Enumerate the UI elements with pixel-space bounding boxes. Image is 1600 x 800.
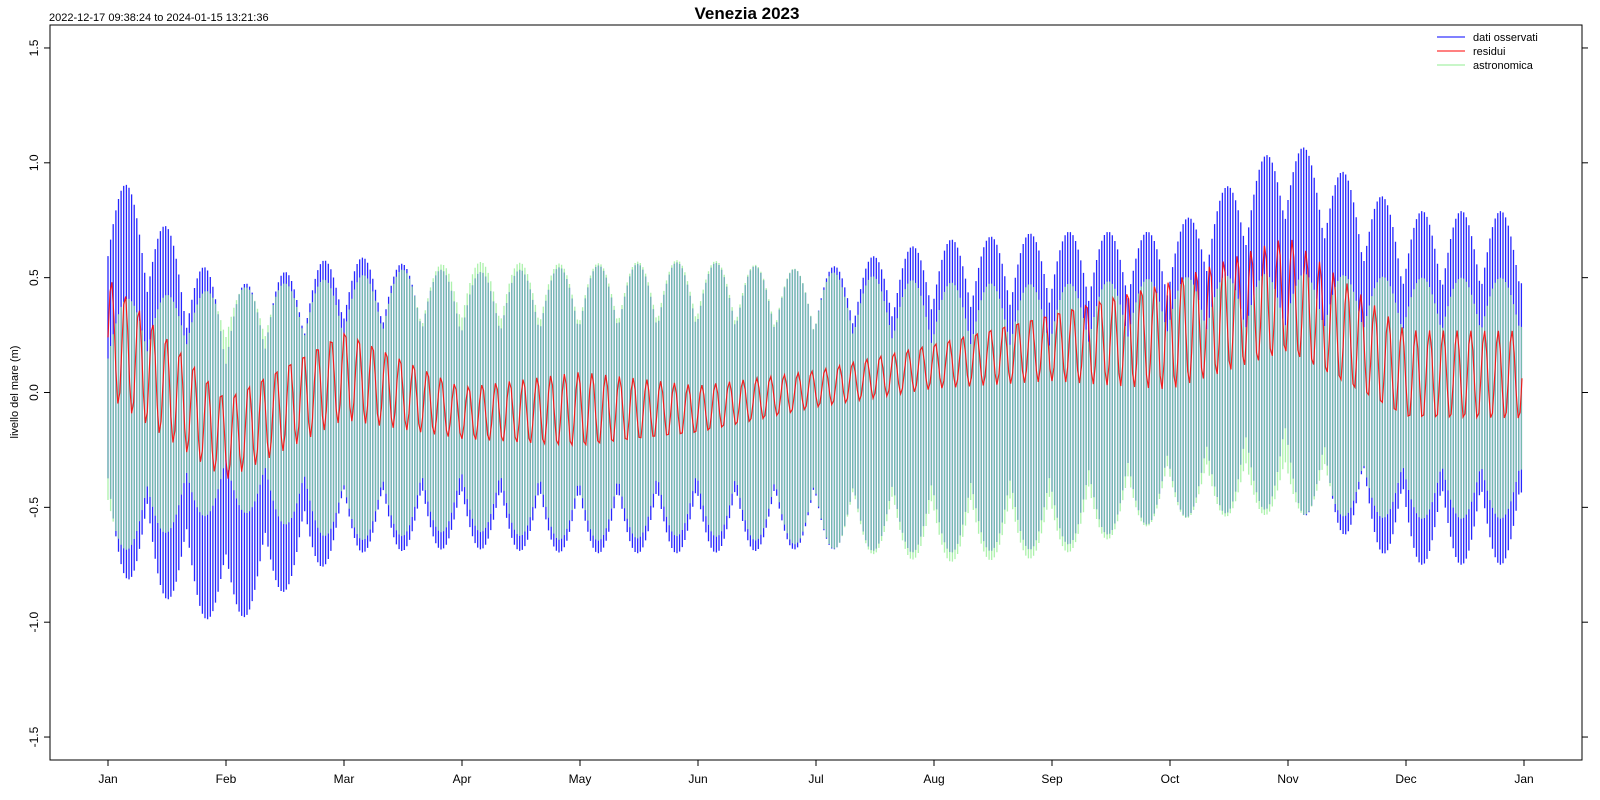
x-tick-label: Feb xyxy=(216,772,237,786)
series-line-residui xyxy=(107,239,1523,479)
y-tick-label: -0.5 xyxy=(27,497,41,518)
x-tick-label: Dec xyxy=(1395,772,1416,786)
y-tick-label: 1.5 xyxy=(27,39,41,56)
x-tick-label: Jul xyxy=(808,772,823,786)
x-axis: Jan Feb Mar Apr May Jun Jul Aug Sep Oct Nov Dec Jan xyxy=(98,760,1534,786)
y-axis-left: 1.5 1.0 0.5 0.0 -0.5 -1.0 -1.5 xyxy=(27,39,50,747)
x-tick-label: Aug xyxy=(923,772,944,786)
y-tick-label: 0.0 xyxy=(27,384,41,401)
legend-label: residui xyxy=(1473,46,1505,58)
y-tick-label: -1.5 xyxy=(27,726,41,747)
x-tick-label: Sep xyxy=(1041,772,1063,786)
y-axis-right xyxy=(1582,47,1588,738)
y-tick-label: -1.0 xyxy=(27,612,41,633)
legend-label: astronomica xyxy=(1473,60,1534,72)
x-tick-label: Jan xyxy=(98,772,117,786)
x-tick-label: May xyxy=(569,772,592,786)
x-tick-label: Jun xyxy=(688,772,707,786)
series-residui xyxy=(107,239,1523,479)
y-tick-label: 1.0 xyxy=(27,154,41,171)
legend: dati osservati residui astronomica xyxy=(1437,32,1538,72)
x-tick-label: Mar xyxy=(334,772,355,786)
x-tick-label: Nov xyxy=(1277,772,1298,786)
chart-subtitle: 2022-12-17 09:38:24 to 2024-01-15 13:21:… xyxy=(49,12,269,24)
chart-title: Venezia 2023 xyxy=(695,4,800,23)
legend-label: dati osservati xyxy=(1473,32,1538,44)
plot-area xyxy=(107,147,1523,620)
y-axis-label: livello del mare (m) xyxy=(9,346,21,439)
x-tick-label: Apr xyxy=(453,772,472,786)
x-tick-label: Jan xyxy=(1514,772,1533,786)
y-tick-label: 0.5 xyxy=(27,269,41,286)
x-tick-label: Oct xyxy=(1161,772,1180,786)
